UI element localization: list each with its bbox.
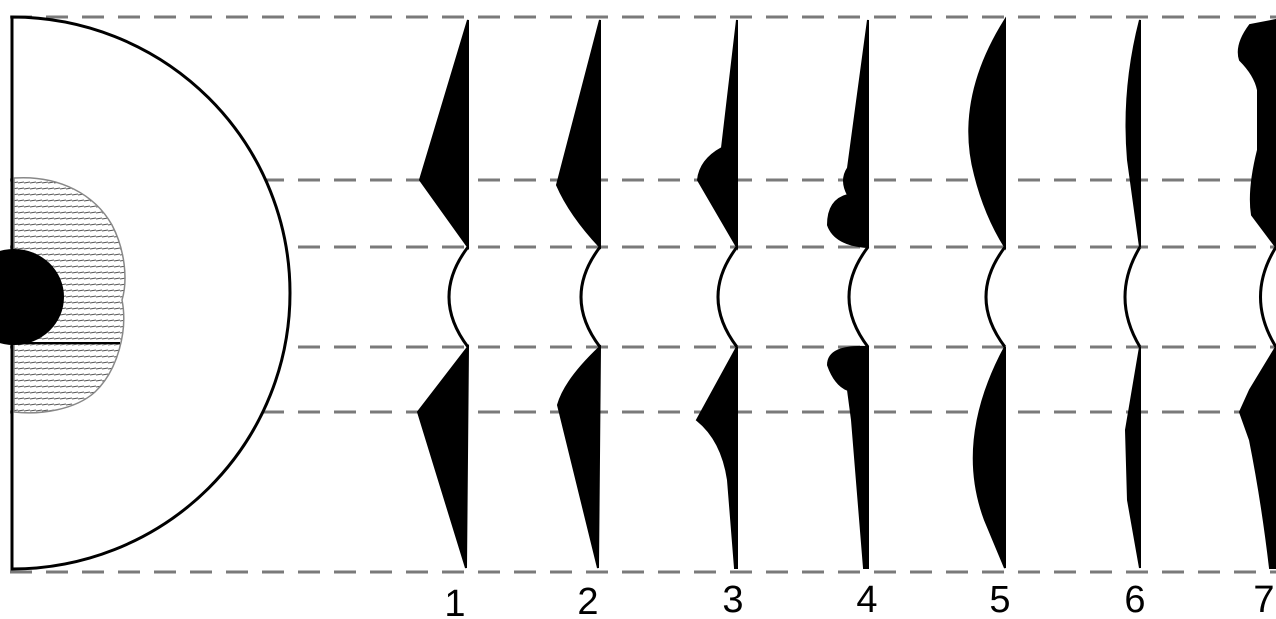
globe-outline [10,15,292,571]
profile-shape [1237,18,1276,569]
profile [1123,19,1142,569]
guide-lines [10,15,1276,574]
profile-label: 2 [577,581,598,619]
profiles [416,16,1276,569]
profile-label: 1 [444,583,465,619]
profile [968,16,1007,569]
eye-section [0,15,292,571]
profile-arc [716,246,739,348]
profile-arc [847,246,870,348]
profile-label: 4 [856,579,877,619]
profile-arc [447,246,470,348]
profile-shape [555,19,602,569]
profile [416,19,470,569]
profile-label: 6 [1124,579,1145,619]
profile-shape [695,19,738,569]
profile-shape [1124,19,1141,569]
profile-shape [968,16,1006,569]
profile [695,19,739,569]
profile-arc [579,246,602,348]
iris [13,176,126,414]
profile-arc [1259,246,1276,348]
profile [1237,18,1276,569]
profile-label: 3 [722,579,743,619]
profile-labels: 1 2 3 4 5 6 7 [444,579,1274,619]
profile-shape [416,19,470,569]
profile-label: 7 [1253,579,1274,619]
profile [826,19,870,569]
profile-arc [1123,246,1142,348]
pupil [0,249,64,345]
profile-label: 5 [989,579,1010,619]
profile-arc [984,246,1007,348]
profile [555,19,602,569]
profile-shape [826,19,869,569]
